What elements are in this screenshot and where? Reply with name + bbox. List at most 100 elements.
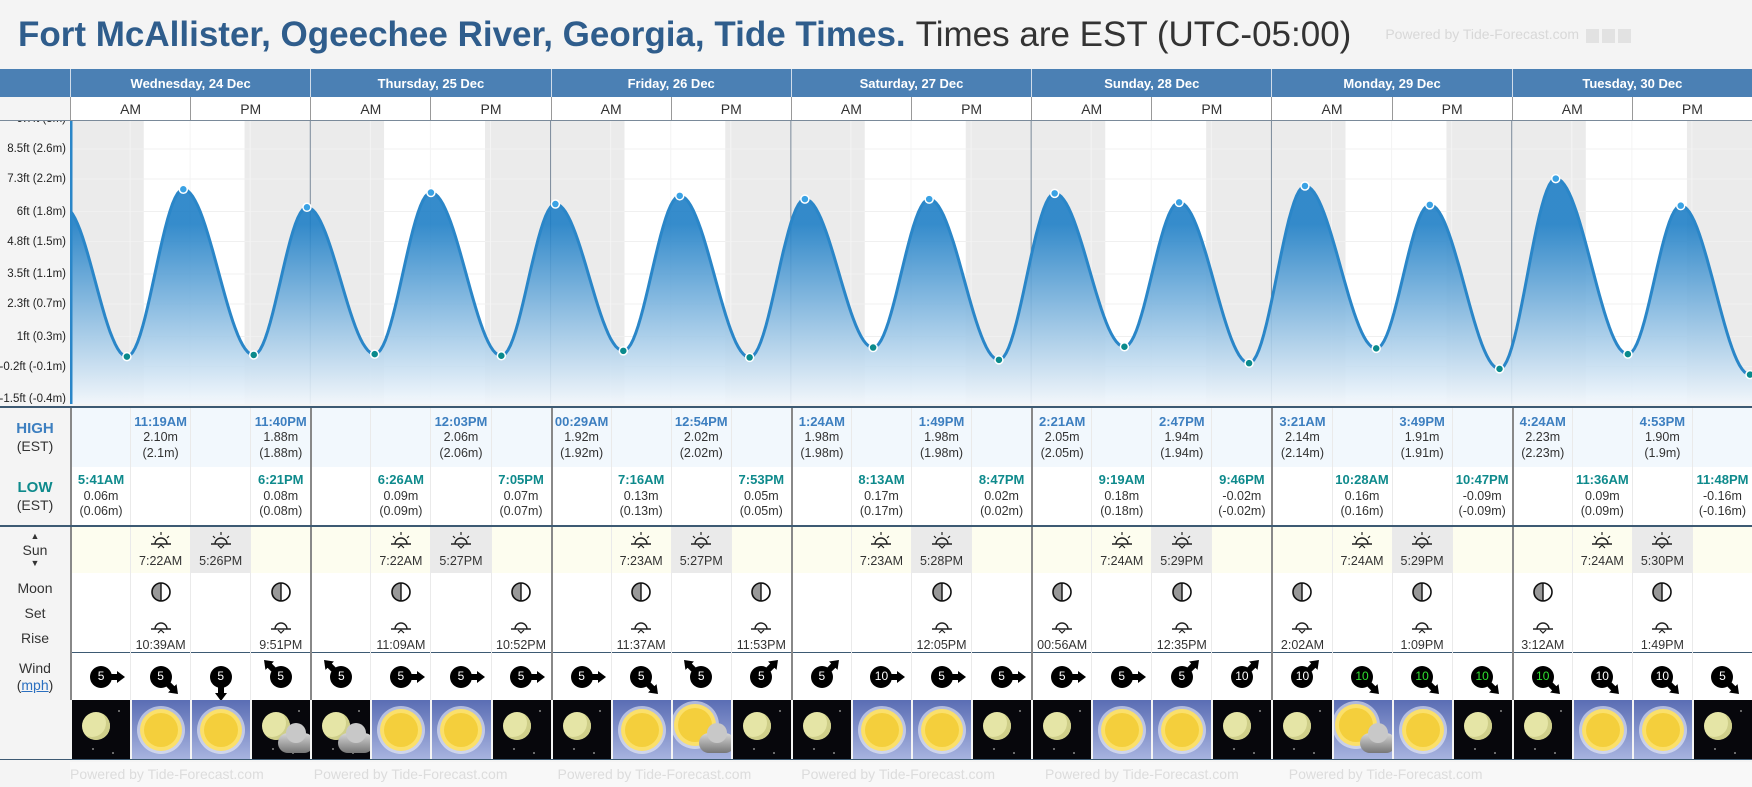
low-tide-point <box>1244 358 1254 368</box>
clear-night-icon <box>792 700 851 759</box>
wind-speed-badge: 5 <box>680 655 713 688</box>
wind-unit-link[interactable]: mph <box>21 676 49 693</box>
wind-speed-badge: 5 <box>90 665 126 688</box>
weather-cell <box>1391 700 1452 759</box>
sunset-icon <box>688 531 714 554</box>
sunset-time: 5:26PM <box>199 553 243 568</box>
high-tide-time: 2:21AM <box>1039 413 1086 429</box>
clear-night-icon <box>1033 700 1092 759</box>
high-label: HIGH (EST) <box>0 408 70 467</box>
low-tide-height-alt: (0.06m) <box>79 504 123 519</box>
high-tide-cell: 2:47PM 1.94m (1.94m) <box>1151 408 1211 467</box>
wind-cell: 5 <box>911 653 971 700</box>
sunset-time: 5:29PM <box>1160 553 1204 568</box>
low-tide-point <box>744 352 755 363</box>
wind-cell: 5 <box>370 653 430 700</box>
low-tide-height-alt: (-0.09m) <box>1458 504 1506 519</box>
ampm-am: AM <box>1511 97 1632 120</box>
wind-speed-badge: 5 <box>149 665 182 698</box>
low-tide-height-alt: (-0.02m) <box>1218 504 1266 519</box>
moon-cell: 12:05PM <box>911 573 971 654</box>
sunrise-time: 7:22AM <box>379 553 423 568</box>
sun-cell: 7:23AM <box>850 527 911 573</box>
low-title: LOW <box>17 478 53 496</box>
sunrise-time: 7:24AM <box>1340 553 1384 568</box>
wind-cell: 10 <box>1571 653 1632 700</box>
set-title: Set <box>24 605 46 622</box>
sunny-icon <box>372 700 431 759</box>
low-tide-cell <box>190 467 250 525</box>
moon-phase-icon <box>931 581 953 608</box>
wind-cell: 5 <box>730 653 791 700</box>
high-tide-height-alt: (2.05m) <box>1040 445 1084 460</box>
wind-speed: 5 <box>1118 669 1126 683</box>
weather-cell <box>490 700 551 759</box>
moonset-icon <box>269 618 293 639</box>
high-tide-height: 2.05m <box>1044 430 1080 444</box>
high-tide-height-alt: (2.14m) <box>1280 445 1324 460</box>
wind-title: Wind <box>19 659 51 676</box>
moon-cell <box>1331 573 1392 654</box>
high-tide-height-alt: (1.88m) <box>259 445 303 460</box>
low-tide-height-alt: (0.13m) <box>619 504 663 519</box>
low-tide-point <box>618 346 629 356</box>
high-tide-height-alt: (1.94m) <box>1160 445 1204 460</box>
moon-cell <box>190 573 250 654</box>
low-tide-height-alt: (0.16m) <box>1340 504 1384 519</box>
low-tide-time: 7:16AM <box>618 472 665 488</box>
wind-cell: 10 <box>1331 653 1392 700</box>
high-tide-cell: 12:03PM 2.06m (2.06m) <box>430 408 490 467</box>
wind-speed: 5 <box>757 669 765 683</box>
low-tide-time: 7:05PM <box>498 472 544 488</box>
high-tide-height: 1.98m <box>924 430 959 444</box>
high-tide-time: 4:24AM <box>1519 413 1566 429</box>
powered-by[interactable]: Powered by Tide-Forecast.com <box>1385 26 1631 43</box>
wind-speed-badge: 5 <box>1170 655 1204 688</box>
low-tide-cell <box>1031 467 1091 525</box>
weather-cell <box>310 700 371 759</box>
high-tide-height: 1.88m <box>263 430 299 444</box>
sun-cell <box>1211 527 1271 573</box>
tz-label: (EST) <box>16 496 54 513</box>
low-tide-time: 9:19AM <box>1098 472 1145 488</box>
low-tide-time: 10:47PM <box>1455 472 1509 488</box>
tz-label: (EST) <box>16 438 54 455</box>
high-tide-height: 1.98m <box>804 430 840 444</box>
low-tide-height: 0.09m <box>383 488 419 503</box>
low-tide-height: 0.17m <box>864 488 899 503</box>
low-tide-cell: 9:19AM 0.18m (0.18m) <box>1091 467 1151 525</box>
high-tide-point <box>1300 181 1310 191</box>
wind-speed: 5 <box>337 669 345 683</box>
wind-row: Wind (mph) 5 5 5 5 5 5 5 5 5 5 5 5 5 10 5 5 5 5 5 10 10 10 10 10… <box>0 653 1752 701</box>
high-tide-cell <box>70 408 130 467</box>
wind-speed-badge: 10 <box>1651 665 1684 698</box>
wind-speed-badge: 10 <box>1351 665 1384 698</box>
low-tide-time: 11:36AM <box>1575 472 1629 488</box>
corner <box>0 97 70 120</box>
low-tide-cell: 7:16AM 0.13m (0.13m) <box>610 467 671 525</box>
high-tide-cell <box>190 408 250 467</box>
sunrise-time: 7:22AM <box>139 553 183 568</box>
low-tide-height-alt: (0.09m) <box>1580 504 1624 519</box>
y-tick-label: 6ft (1.8m) <box>16 205 66 218</box>
day-header-5: Monday, 29 Dec <box>1271 69 1511 97</box>
wind-cell: 5 <box>790 653 851 700</box>
low-tide-height-alt: (0.18m) <box>1100 504 1144 519</box>
wind-speed-badge: 5 <box>510 665 546 688</box>
low-tide-point <box>1623 349 1633 359</box>
low-tide-cell: 8:47PM 0.02m (0.02m) <box>971 467 1031 525</box>
high-tide-cell <box>490 408 551 467</box>
high-tide-cell <box>1451 408 1512 467</box>
weather-cell <box>1271 700 1332 759</box>
ampm-am: AM <box>550 97 671 120</box>
moonrise-icon <box>389 618 413 639</box>
low-tide-point <box>1494 364 1505 374</box>
sun-cell: 5:26PM <box>190 527 251 573</box>
wind-speed-badge: 5 <box>449 665 485 688</box>
wind-speed-badge: 5 <box>209 665 232 701</box>
wind-speed: 5 <box>517 669 525 683</box>
sun-cell <box>1031 527 1091 573</box>
low-tide-point <box>369 349 380 359</box>
sunny-icon <box>132 700 191 759</box>
moonrise-time: 10:39AM <box>135 638 186 653</box>
